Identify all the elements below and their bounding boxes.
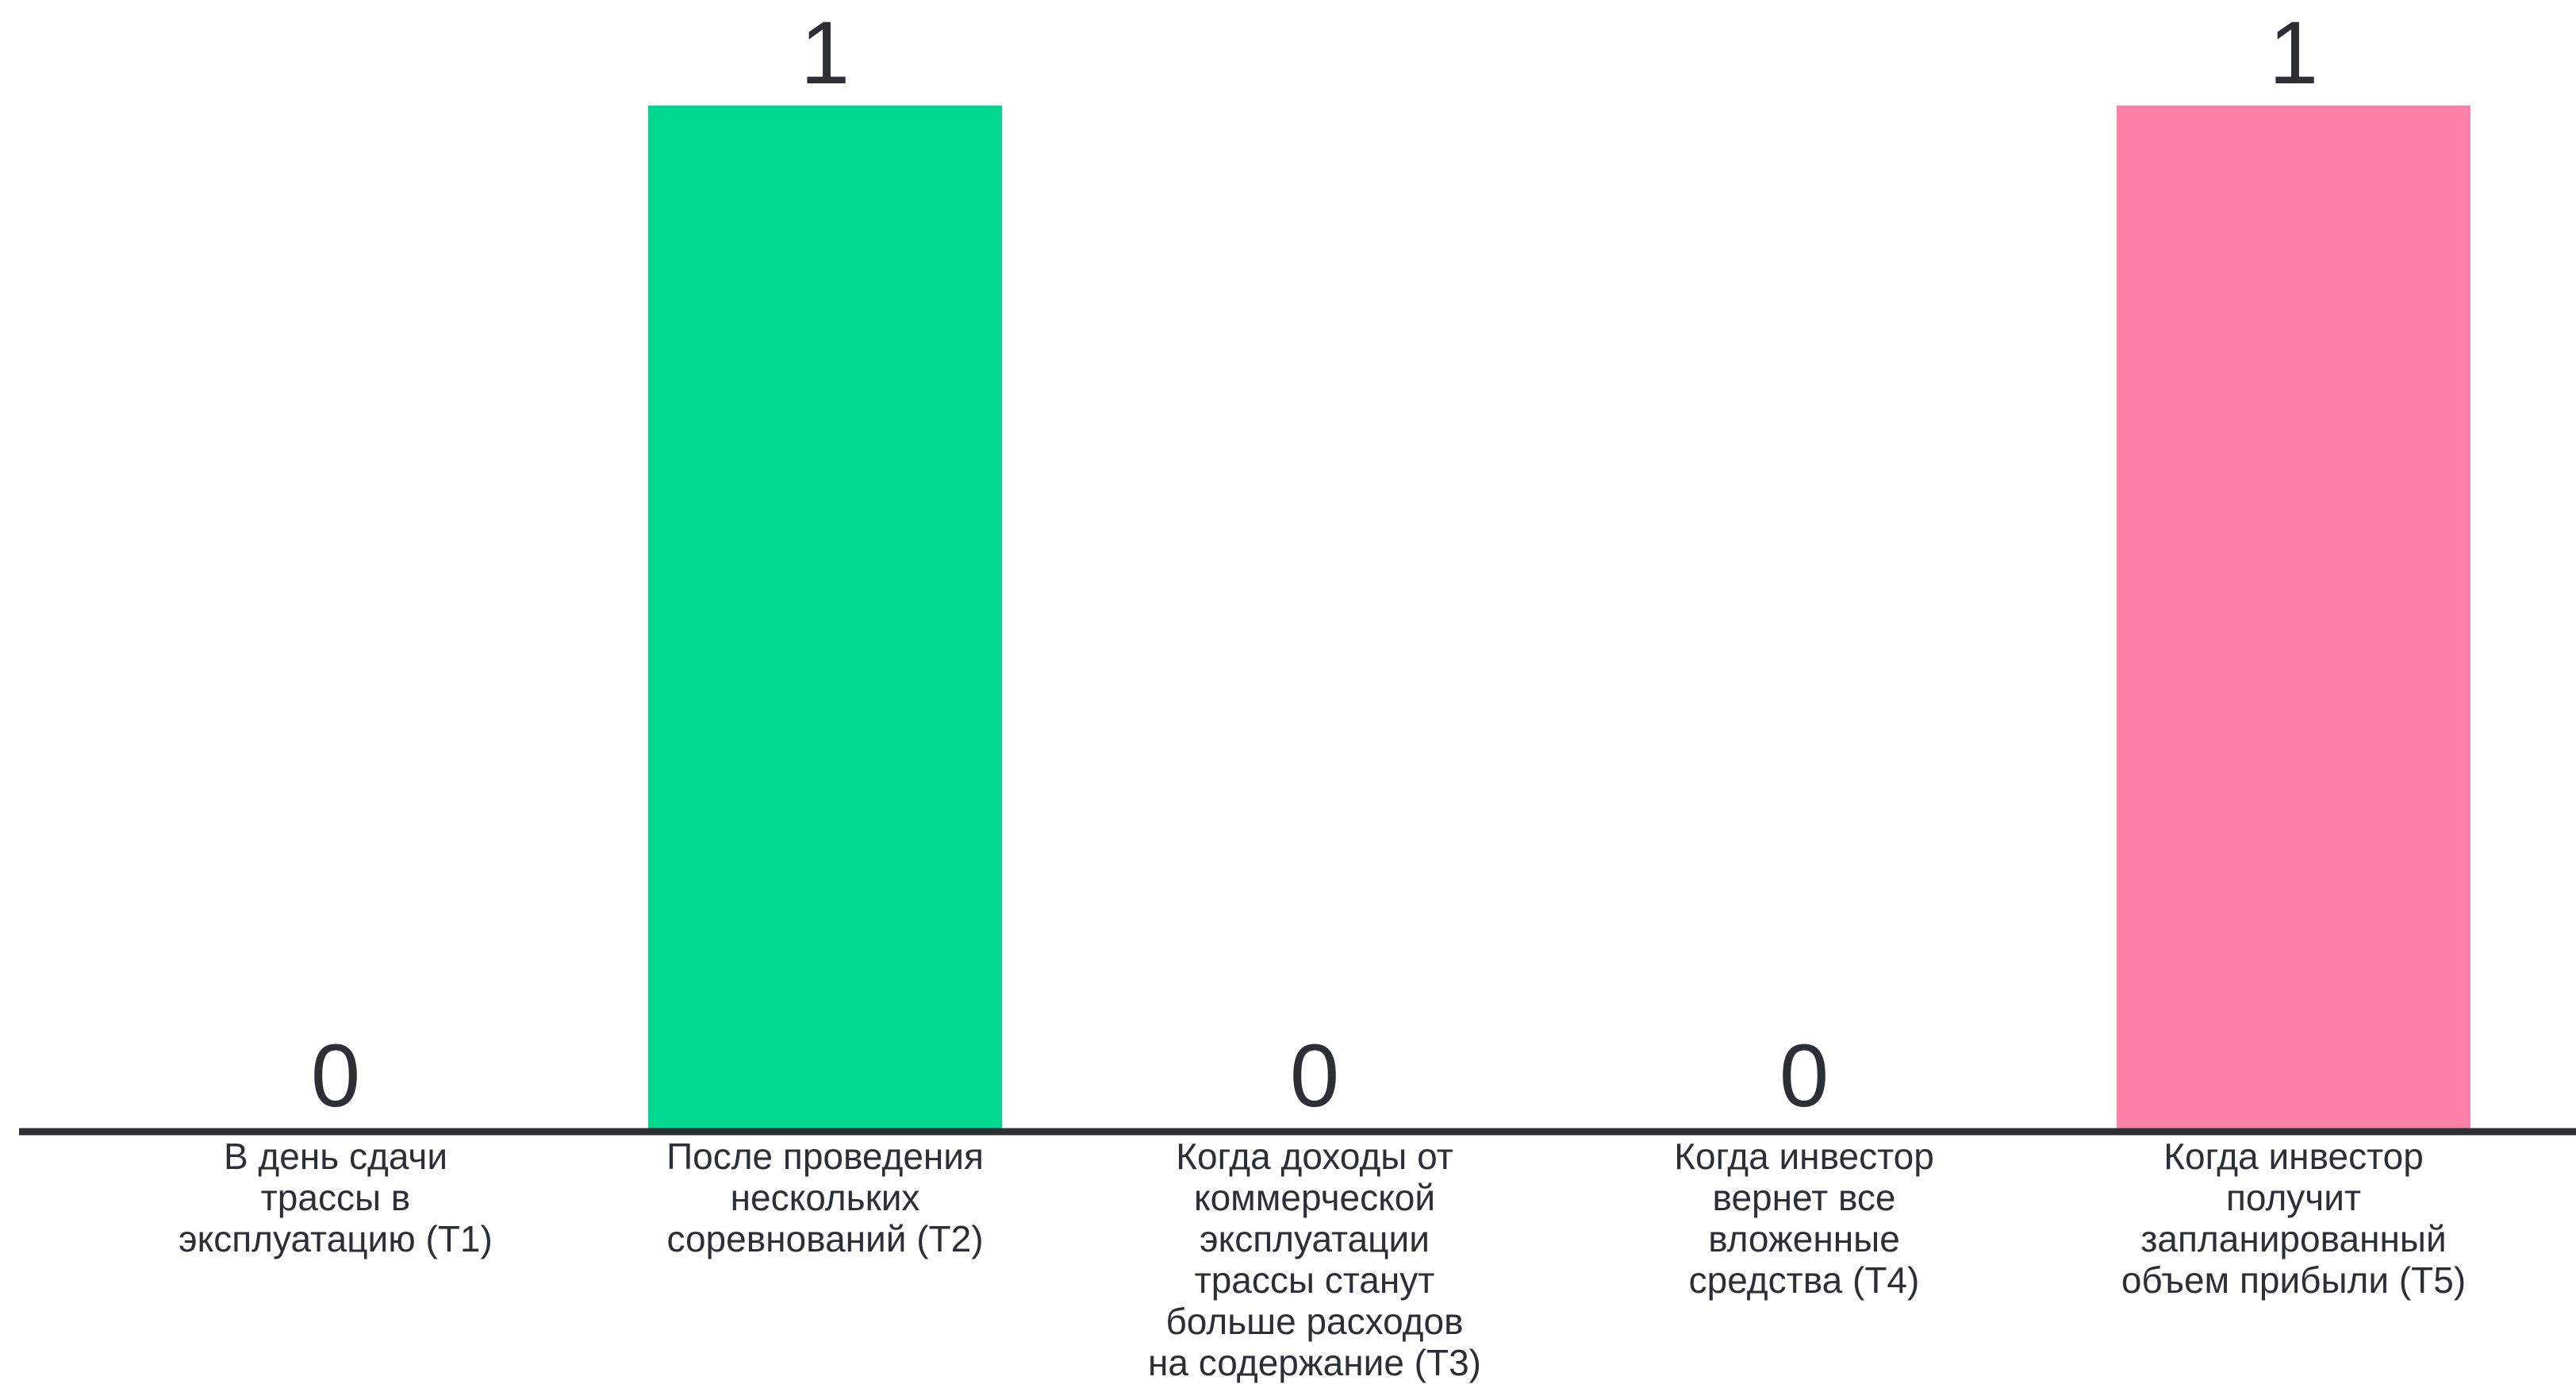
bars-group [648,106,2470,1128]
category-label-4: Когда инвестор вернет все вложенные средств… [1674,1136,1934,1301]
category-label-5: Когда инвестор получит запланированный объе… [2121,1136,2466,1301]
data-label-3: 0 [1290,1026,1339,1125]
category-label-1: В день сдачи трассы в эксплуатацию (Т1) [179,1136,493,1259]
bar-2 [648,106,1002,1128]
data-label-5: 1 [2269,3,2318,102]
category-label-3: Когда доходы от коммерческой эксплуатации т… [1148,1136,1481,1383]
value-labels-group: 0 1 0 0 1 [311,3,2318,1125]
category-labels-group: В день сдачи трассы в эксплуатацию (Т1) Пос… [179,1136,2466,1383]
bar-5 [2117,106,2470,1128]
data-label-2: 1 [800,3,850,102]
category-label-2: После проведения нескольких соревнований (… [666,1136,984,1259]
data-label-1: 0 [311,1026,360,1125]
data-label-4: 0 [1779,1026,1829,1125]
